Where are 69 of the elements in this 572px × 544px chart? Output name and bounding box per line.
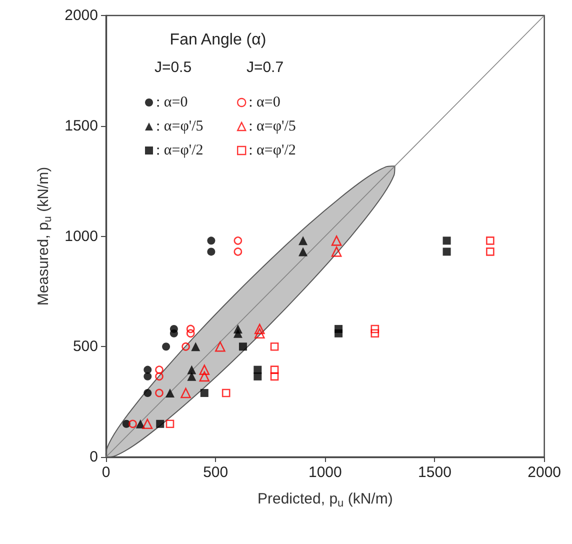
legend-label: : α=0: [156, 94, 188, 110]
point: [187, 365, 196, 374]
point: [182, 342, 190, 351]
point: [215, 341, 226, 352]
legend-label: : α=φ'/5: [156, 118, 204, 134]
point: [254, 324, 265, 334]
point: [187, 372, 196, 381]
point: [165, 388, 174, 398]
point: [155, 366, 164, 374]
point: [331, 236, 342, 246]
y-axis-title: Measured, pu (kN/m): [35, 166, 54, 306]
y-tick-label: 2000: [64, 7, 98, 24]
point: [144, 372, 152, 380]
point: [254, 366, 262, 374]
x-tick-label: 2000: [528, 464, 562, 481]
point: [142, 418, 153, 430]
point: [155, 388, 164, 398]
point: [170, 324, 178, 333]
point: [162, 342, 170, 351]
point: [136, 419, 145, 428]
point: [199, 371, 210, 382]
legend-title: Fan Angle (α): [170, 32, 266, 48]
point: [370, 324, 380, 334]
point: [166, 420, 174, 428]
annotation: J=0.5: [154, 59, 192, 76]
point: [233, 324, 242, 334]
point: [207, 248, 216, 256]
legend-label: : α=φ'/2: [156, 142, 204, 158]
point: [222, 388, 230, 398]
point: [144, 366, 152, 374]
point: [442, 236, 451, 245]
point: [234, 236, 242, 245]
point: [155, 372, 164, 381]
point: [186, 329, 195, 338]
point: [144, 388, 152, 397]
point: [156, 420, 164, 428]
point: [186, 324, 195, 334]
point: [199, 364, 210, 375]
y-tick-label: 0: [90, 448, 98, 466]
y-tick-label: 1000: [64, 228, 98, 245]
point: [298, 236, 308, 246]
point: [200, 388, 208, 397]
y-tick-label: 1500: [64, 117, 98, 134]
point: [270, 372, 279, 381]
point: [442, 248, 451, 256]
point: [270, 366, 279, 374]
x-tick-label: 0: [102, 464, 110, 481]
point: [254, 328, 265, 339]
point: [238, 342, 247, 351]
annotation: J=0.7: [246, 59, 284, 76]
x-tick-label: 1500: [418, 464, 452, 481]
point: [128, 420, 137, 428]
legend-label: : α=φ'/5: [248, 118, 296, 134]
point: [370, 329, 380, 338]
point: [234, 248, 242, 256]
x-tick-label: 500: [203, 464, 228, 481]
point: [207, 236, 216, 245]
point: [331, 246, 342, 257]
x-tick-label: 1000: [308, 464, 342, 481]
y-tick-label: 500: [72, 338, 98, 356]
point: [270, 342, 279, 351]
point: [180, 388, 191, 398]
point: [486, 248, 494, 256]
point: [191, 342, 200, 352]
legend-label: : α=φ'/2: [248, 142, 296, 158]
point: [298, 247, 308, 256]
point: [486, 236, 494, 245]
point: [334, 324, 343, 333]
legend-label: : α=0: [248, 94, 280, 110]
